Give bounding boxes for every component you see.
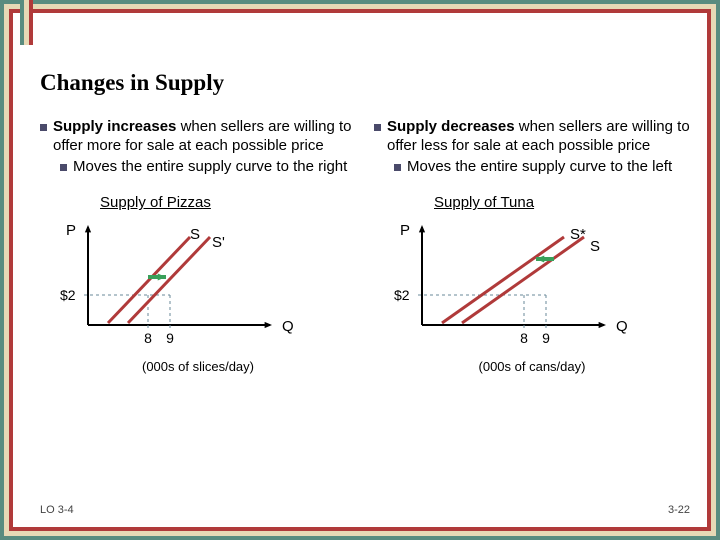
- slide-title: Changes in Supply: [40, 70, 690, 96]
- svg-text:P: P: [66, 222, 76, 239]
- bullet-text: Moves the entire supply curve to the lef…: [407, 158, 672, 177]
- chart-caption: (000s of cans/day): [374, 359, 690, 375]
- slide-content: Changes in Supply Supply increases when …: [40, 70, 690, 510]
- svg-text:8: 8: [144, 330, 152, 346]
- svg-text:$2: $2: [60, 287, 76, 303]
- bullet-main: Supply decreases when sellers are willin…: [374, 118, 690, 156]
- bullet-icon: [374, 124, 381, 131]
- svg-text:Q: Q: [282, 318, 294, 335]
- chart-canvas: P Q $2 89 S S': [40, 217, 300, 357]
- svg-text:8: 8: [520, 330, 528, 346]
- chart-canvas: P Q $2 89 S*S: [374, 217, 634, 357]
- svg-text:P: P: [400, 222, 410, 239]
- left-column: Supply increases when sellers are willin…: [40, 118, 356, 375]
- svg-text:Q: Q: [616, 318, 628, 335]
- bullet-icon: [60, 164, 67, 171]
- svg-text:S: S: [190, 226, 200, 243]
- chart-caption: (000s of slices/day): [40, 359, 356, 375]
- svg-text:S: S: [590, 238, 600, 255]
- chart-pizzas: Supply of Pizzas P Q $2 89 S S' (000s of slic…: [40, 194, 356, 375]
- chart-title: Supply of Tuna: [434, 194, 690, 213]
- svg-text:$2: $2: [394, 287, 410, 303]
- svg-text:S': S': [212, 234, 225, 251]
- bullet-sub: Moves the entire supply curve to the lef…: [394, 158, 690, 177]
- right-column: Supply decreases when sellers are willin…: [374, 118, 690, 375]
- bullet-sub: Moves the entire supply curve to the rig…: [60, 158, 356, 177]
- chart-tuna: Supply of Tuna P Q $2 89 S*S (000s of cans/d…: [374, 194, 690, 375]
- svg-text:9: 9: [166, 330, 174, 346]
- footer: LO 3-4 3-22: [40, 504, 690, 516]
- page-number: 3-22: [668, 504, 690, 516]
- svg-text:9: 9: [542, 330, 550, 346]
- svg-text:S*: S*: [570, 226, 586, 243]
- bullet-main: Supply increases when sellers are willin…: [40, 118, 356, 156]
- accent-bar: [29, 0, 33, 45]
- columns: Supply increases when sellers are willin…: [40, 118, 690, 375]
- bullet-text: Supply increases when sellers are willin…: [53, 118, 356, 156]
- learning-objective: LO 3-4: [40, 504, 74, 516]
- bullet-icon: [394, 164, 401, 171]
- bullet-icon: [40, 124, 47, 131]
- bullet-text: Moves the entire supply curve to the rig…: [73, 158, 347, 177]
- bullet-text: Supply decreases when sellers are willin…: [387, 118, 690, 156]
- chart-title: Supply of Pizzas: [100, 194, 356, 213]
